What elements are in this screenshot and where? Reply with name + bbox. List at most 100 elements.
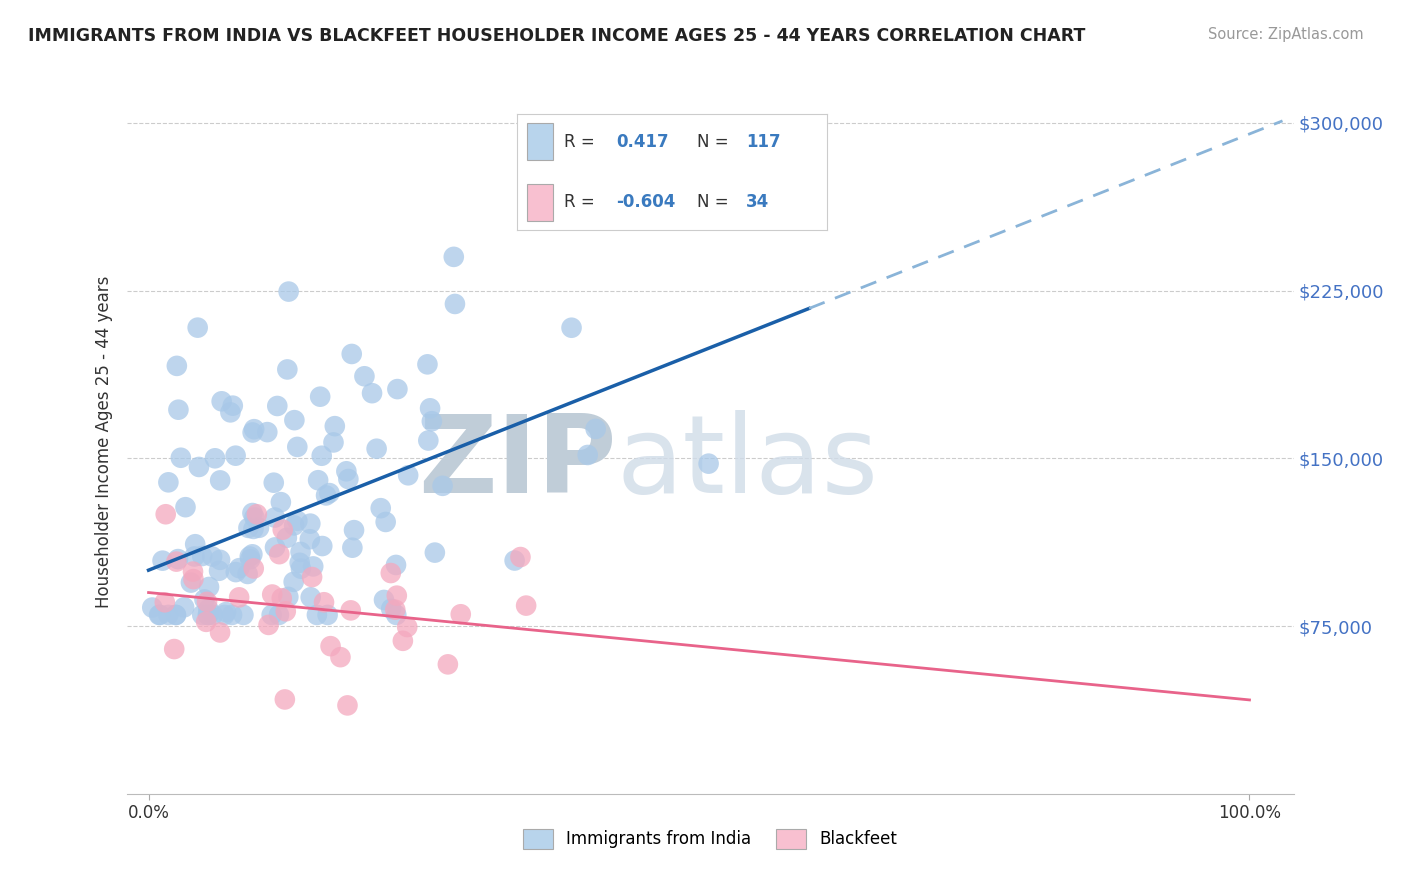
Point bbox=[236, 566, 259, 581]
Point bbox=[423, 546, 446, 560]
Point bbox=[380, 601, 402, 615]
Point bbox=[675, 207, 697, 221]
Point bbox=[153, 595, 176, 609]
Point bbox=[298, 533, 321, 547]
Point bbox=[370, 501, 392, 516]
Point bbox=[515, 599, 537, 613]
Point bbox=[343, 523, 366, 537]
Legend: Immigrants from India, Blackfeet: Immigrants from India, Blackfeet bbox=[523, 829, 897, 849]
Point bbox=[228, 561, 250, 575]
Point bbox=[419, 401, 441, 416]
Point bbox=[316, 607, 339, 622]
Point bbox=[165, 607, 187, 622]
Point bbox=[232, 607, 254, 622]
Point bbox=[225, 565, 247, 579]
Point bbox=[201, 607, 224, 622]
Text: Source: ZipAtlas.com: Source: ZipAtlas.com bbox=[1208, 27, 1364, 42]
Point bbox=[432, 479, 454, 493]
Point bbox=[340, 347, 363, 361]
Point bbox=[323, 419, 346, 434]
Point bbox=[197, 607, 219, 622]
Point bbox=[191, 607, 214, 622]
Point bbox=[225, 449, 247, 463]
Point bbox=[299, 516, 322, 531]
Point bbox=[243, 510, 266, 524]
Point bbox=[274, 604, 297, 618]
Point bbox=[183, 572, 205, 586]
Y-axis label: Householder Income Ages 25 - 44 years: Householder Income Ages 25 - 44 years bbox=[94, 276, 112, 607]
Point bbox=[264, 541, 287, 555]
Point bbox=[285, 514, 308, 528]
Point bbox=[197, 602, 219, 616]
Point bbox=[219, 405, 242, 419]
Point bbox=[238, 521, 260, 535]
Point bbox=[222, 399, 245, 413]
Point bbox=[247, 521, 270, 535]
Point bbox=[262, 588, 284, 602]
Point bbox=[215, 605, 238, 619]
Point bbox=[329, 650, 352, 665]
Point bbox=[561, 320, 583, 334]
Point bbox=[288, 556, 311, 570]
Point bbox=[339, 603, 361, 617]
Point bbox=[239, 552, 262, 566]
Point bbox=[242, 522, 264, 536]
Point bbox=[387, 382, 409, 396]
Point bbox=[276, 531, 298, 545]
Point bbox=[416, 357, 439, 371]
Point bbox=[204, 451, 226, 466]
Point bbox=[165, 555, 187, 569]
Point bbox=[302, 559, 325, 574]
Point bbox=[257, 618, 280, 632]
Text: ZIP: ZIP bbox=[418, 409, 617, 516]
Point bbox=[336, 698, 359, 713]
Point bbox=[322, 435, 344, 450]
Point bbox=[256, 425, 278, 439]
Point bbox=[374, 515, 396, 529]
Point bbox=[315, 488, 337, 502]
Point bbox=[181, 565, 204, 579]
Point bbox=[420, 414, 443, 428]
Point bbox=[384, 603, 406, 617]
Point bbox=[335, 464, 357, 478]
Point bbox=[270, 591, 292, 606]
Point bbox=[197, 607, 219, 622]
Point bbox=[242, 506, 264, 520]
Point bbox=[396, 620, 419, 634]
Point bbox=[309, 390, 332, 404]
Point bbox=[396, 468, 419, 483]
Text: IMMIGRANTS FROM INDIA VS BLACKFEET HOUSEHOLDER INCOME AGES 25 - 44 YEARS CORRELA: IMMIGRANTS FROM INDIA VS BLACKFEET HOUSE… bbox=[28, 27, 1085, 45]
Point bbox=[697, 457, 720, 471]
Point bbox=[228, 591, 250, 605]
Text: atlas: atlas bbox=[617, 409, 879, 516]
Point bbox=[198, 580, 221, 594]
Point bbox=[274, 692, 297, 706]
Point bbox=[418, 434, 440, 448]
Point bbox=[285, 440, 308, 454]
Point bbox=[444, 297, 467, 311]
Point bbox=[263, 510, 285, 524]
Point bbox=[337, 472, 360, 486]
Point bbox=[184, 537, 207, 551]
Point bbox=[385, 607, 408, 622]
Point bbox=[271, 523, 294, 537]
Point bbox=[269, 547, 291, 561]
Point bbox=[342, 541, 364, 555]
Point bbox=[157, 607, 180, 622]
Point bbox=[246, 508, 269, 522]
Point bbox=[148, 607, 170, 622]
Point bbox=[243, 422, 266, 436]
Point bbox=[311, 539, 333, 553]
Point bbox=[242, 547, 264, 561]
Point bbox=[318, 486, 340, 500]
Point bbox=[311, 449, 333, 463]
Point bbox=[585, 422, 607, 436]
Point bbox=[221, 607, 243, 622]
Point bbox=[283, 574, 305, 589]
Point bbox=[270, 495, 292, 509]
Point bbox=[385, 558, 408, 572]
Point bbox=[180, 575, 202, 590]
Point bbox=[312, 595, 335, 609]
Point bbox=[319, 639, 342, 653]
Point bbox=[195, 595, 218, 609]
